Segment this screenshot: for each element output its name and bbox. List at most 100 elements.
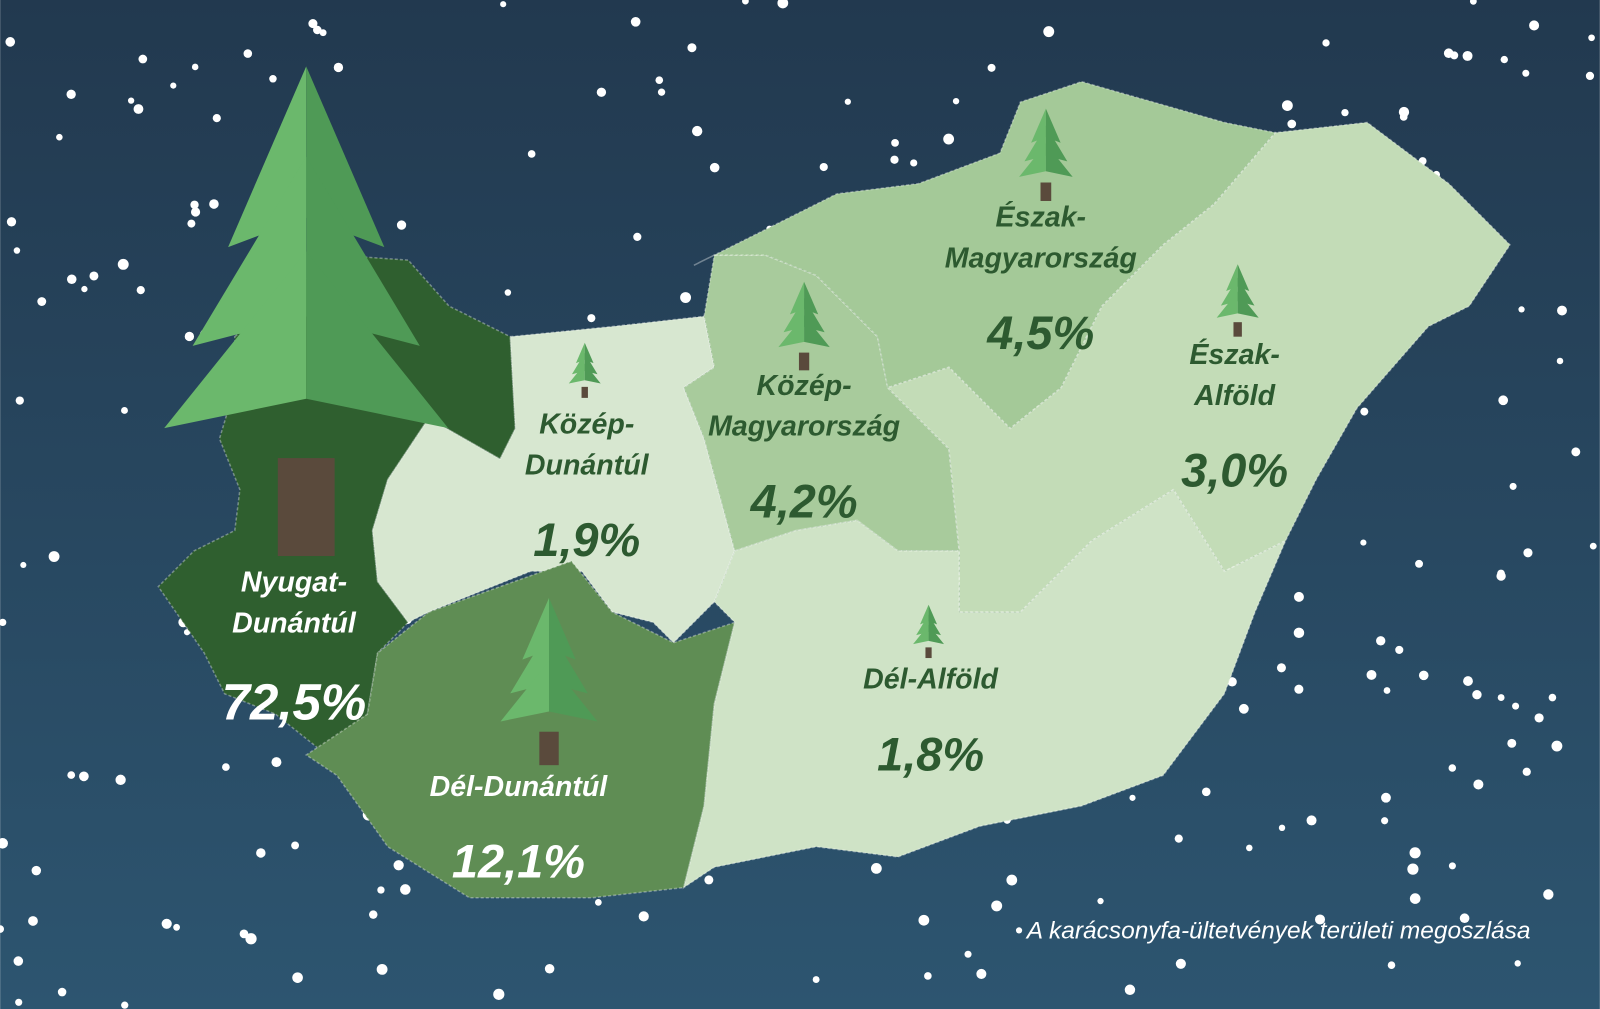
region-name: Magyarország xyxy=(945,242,1137,274)
labels: Nyugat- Dunántúl 72,5% Közép- Dunántúl 1,9% Dé… xyxy=(222,201,1288,887)
snowflake xyxy=(1551,740,1563,752)
snowflake xyxy=(400,884,411,895)
snowflake xyxy=(1174,834,1183,843)
snowflake xyxy=(691,125,703,137)
snowflake xyxy=(48,551,60,562)
snowflake xyxy=(1322,39,1330,47)
snowflake xyxy=(117,258,129,270)
region-share: 1,8% xyxy=(877,728,984,780)
snowflake xyxy=(15,998,23,1006)
snowflake xyxy=(594,898,602,906)
region-name: Közép- xyxy=(757,370,852,402)
snowflake xyxy=(1509,482,1517,490)
snowflake xyxy=(987,63,996,72)
snowflake xyxy=(1585,71,1595,81)
snowflake xyxy=(1097,897,1104,905)
snowflake xyxy=(136,286,145,295)
snowflake xyxy=(1514,960,1521,967)
snowflake xyxy=(527,150,536,158)
snowflake xyxy=(1548,693,1557,702)
snowflake xyxy=(5,37,16,47)
tree-tier-right xyxy=(804,315,830,348)
region-share: 12,1% xyxy=(452,835,585,887)
snowflake xyxy=(190,207,201,217)
caption: A karácsonyfa-ültetvények területi megos… xyxy=(1025,918,1531,945)
snowflake xyxy=(1522,69,1530,77)
snowflake xyxy=(655,76,664,84)
snowflake xyxy=(269,75,277,83)
snowflake xyxy=(1529,20,1540,31)
snowflake xyxy=(191,63,199,71)
snowflake xyxy=(1366,669,1377,680)
snowflake xyxy=(777,0,789,9)
region-name: Nyugat- xyxy=(241,567,347,599)
snowflake xyxy=(121,1001,129,1009)
snowflake xyxy=(396,220,407,230)
snowflake xyxy=(333,62,344,73)
snowflake xyxy=(1360,407,1369,416)
snowflake xyxy=(1469,0,1477,5)
snowflake xyxy=(544,963,555,974)
snowflake xyxy=(1293,591,1304,602)
snowflake xyxy=(1462,50,1473,61)
tree-tier-left xyxy=(913,624,929,645)
snowflake xyxy=(924,972,932,980)
snowflake xyxy=(504,289,512,296)
snowflake xyxy=(493,988,505,1000)
snowflake xyxy=(630,16,641,27)
snowflake xyxy=(1418,670,1429,681)
snowflake xyxy=(638,911,649,922)
snowflake xyxy=(952,97,960,105)
snowflake xyxy=(910,159,918,167)
snowflake xyxy=(81,285,88,293)
snowflake xyxy=(943,133,955,145)
tree-trunk xyxy=(1233,322,1242,337)
snowflake xyxy=(844,98,851,105)
region-name: Magyarország xyxy=(708,411,900,443)
snowflake xyxy=(292,972,303,983)
snowflake xyxy=(121,407,128,414)
snowflake xyxy=(1473,779,1484,790)
tree-tier-right xyxy=(584,363,601,384)
tree-trunk xyxy=(539,731,559,766)
snowflake xyxy=(271,757,282,768)
tree-tier-right xyxy=(1237,291,1259,318)
snowflake xyxy=(891,138,899,147)
snowflake xyxy=(1341,108,1349,117)
snowflake xyxy=(13,956,24,966)
snowflake xyxy=(190,200,199,209)
snowflake xyxy=(57,987,67,997)
snowflake xyxy=(1129,794,1136,801)
snowflake xyxy=(1496,571,1506,581)
snowflake xyxy=(170,82,177,89)
tree-trunk xyxy=(277,458,335,557)
snowflake xyxy=(1006,874,1018,886)
snowflake xyxy=(243,49,253,58)
snowflake xyxy=(393,860,404,871)
region-share: 1,9% xyxy=(533,514,640,566)
region-name: Dunántúl xyxy=(232,608,357,640)
snowflake xyxy=(964,950,972,958)
snowflake xyxy=(245,933,257,945)
snowflake xyxy=(31,865,42,876)
snowflake xyxy=(1395,645,1404,654)
snowflake xyxy=(115,774,126,785)
snowflake xyxy=(138,54,148,64)
snowflake xyxy=(13,247,21,254)
snowflake xyxy=(657,88,666,96)
snowflake xyxy=(1556,357,1564,365)
snowflake xyxy=(1383,687,1391,694)
snowflake xyxy=(1238,703,1249,714)
snowflake xyxy=(1381,817,1389,825)
snowflake xyxy=(1387,961,1396,969)
region xyxy=(304,560,736,899)
snowflake xyxy=(596,87,607,97)
tree xyxy=(568,342,601,398)
snowflake xyxy=(209,199,219,209)
snowflake xyxy=(709,162,720,173)
snowflake xyxy=(1448,862,1456,870)
snowflake xyxy=(1043,26,1055,38)
snowflake xyxy=(500,1,507,8)
